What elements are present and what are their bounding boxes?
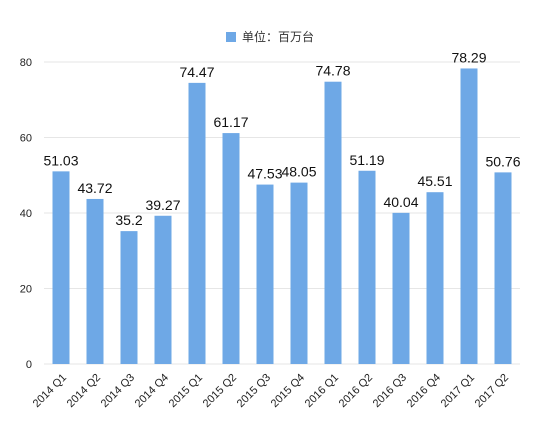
data-label: 51.03 xyxy=(43,152,78,168)
x-tick-label: 2015 Q2 xyxy=(201,372,239,410)
x-tick-label: 2016 Q2 xyxy=(337,372,375,410)
bar xyxy=(86,198,104,364)
bar xyxy=(324,81,342,364)
bar xyxy=(120,231,138,364)
bar xyxy=(256,184,274,364)
x-tick-label: 2017 Q1 xyxy=(439,372,477,410)
data-label: 35.2 xyxy=(115,212,142,228)
y-tick-label: 80 xyxy=(20,57,32,69)
bar xyxy=(460,68,478,364)
legend-swatch xyxy=(225,32,236,42)
data-label: 74.78 xyxy=(315,63,350,79)
data-label: 45.51 xyxy=(417,173,452,189)
bar xyxy=(392,212,410,364)
x-tick-label: 2015 Q3 xyxy=(235,372,273,410)
data-label: 43.72 xyxy=(77,180,112,196)
bar xyxy=(188,82,206,365)
data-label: 74.47 xyxy=(179,64,214,80)
data-label: 39.27 xyxy=(145,197,180,213)
x-tick-label: 2016 Q4 xyxy=(405,372,443,410)
data-label: 50.76 xyxy=(485,153,520,169)
bar xyxy=(358,170,376,364)
x-tick-label: 2015 Q1 xyxy=(167,372,205,410)
x-tick-label: 2017 Q2 xyxy=(473,372,511,410)
y-tick-label: 20 xyxy=(20,284,32,296)
legend-label: 单位：百万台 xyxy=(241,30,314,44)
x-tick-label: 2014 Q3 xyxy=(99,372,137,410)
bar xyxy=(154,215,172,364)
data-label: 47.53 xyxy=(247,166,282,182)
x-tick-label: 2014 Q2 xyxy=(65,372,103,410)
bar xyxy=(426,192,444,364)
data-label: 40.04 xyxy=(383,194,418,210)
y-tick-label: 60 xyxy=(20,133,32,145)
x-tick-label: 2016 Q3 xyxy=(371,372,409,410)
x-tick-label: 2016 Q1 xyxy=(303,372,341,410)
data-label: 51.19 xyxy=(349,152,384,168)
bar xyxy=(290,182,308,364)
y-tick-label: 40 xyxy=(20,208,32,220)
x-tick-label: 2014 Q4 xyxy=(133,372,171,410)
data-label: 48.05 xyxy=(281,164,316,180)
chart-legend: 单位：百万台 xyxy=(0,28,540,45)
x-tick-label: 2015 Q4 xyxy=(269,372,307,410)
bar xyxy=(222,133,240,364)
data-label: 61.17 xyxy=(213,114,248,130)
bar xyxy=(494,172,512,364)
y-tick-label: 0 xyxy=(26,359,32,371)
x-tick-label: 2014 Q1 xyxy=(31,372,69,410)
data-label: 78.29 xyxy=(451,49,486,65)
bar xyxy=(52,171,70,364)
